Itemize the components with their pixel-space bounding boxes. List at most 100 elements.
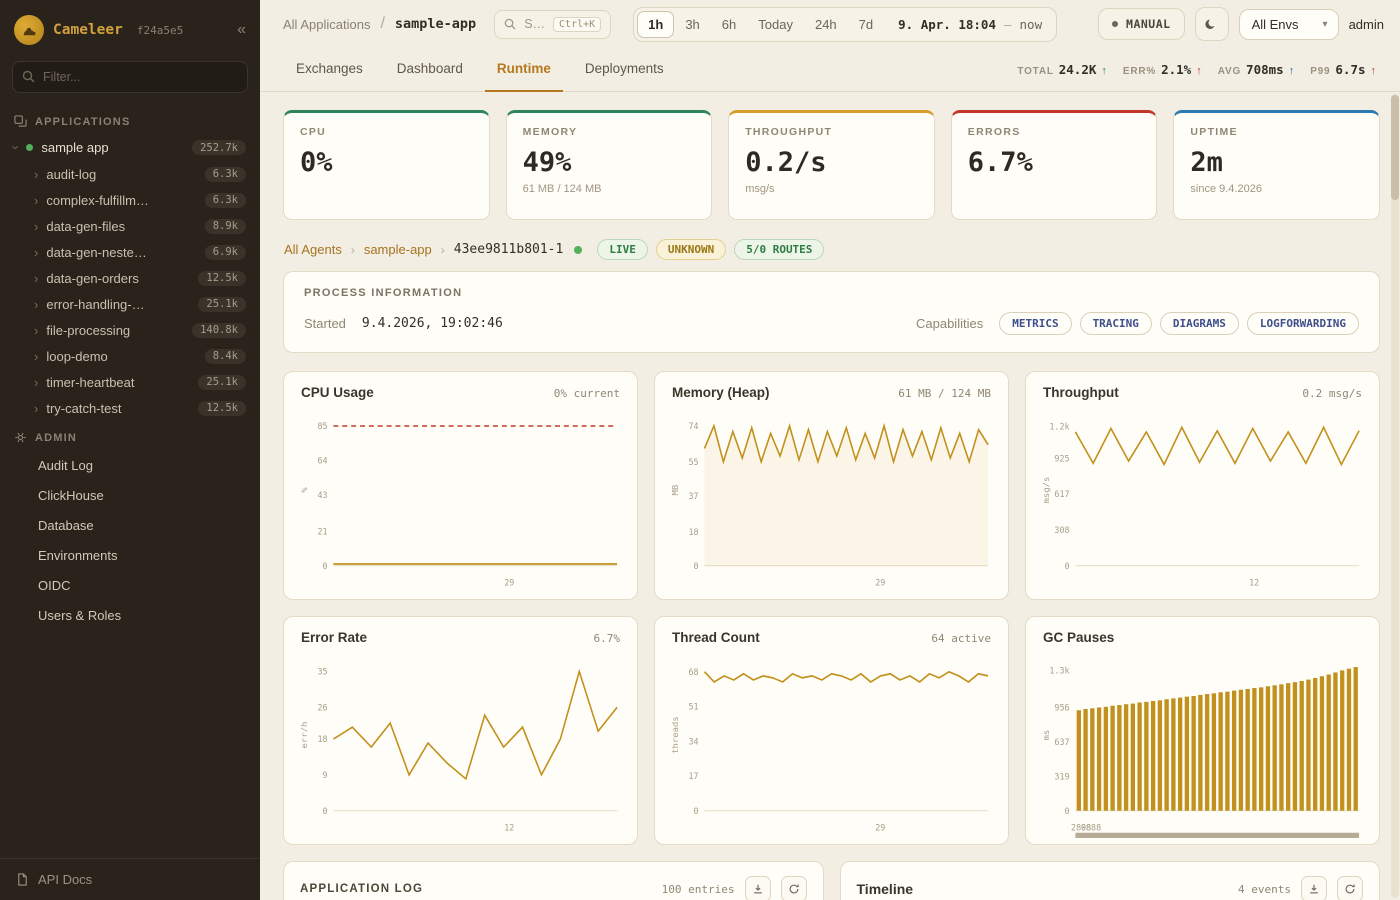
admin-menu: Audit Log ClickHouse Database Environmen… (0, 450, 260, 630)
chart-current-value: 0.2 msg/s (1302, 387, 1362, 400)
chart-grid: CPU Usage 0% current 85 64 43 21 0% 29 Memory… (283, 371, 1380, 845)
download-button[interactable] (744, 876, 771, 900)
admin-menu-item[interactable]: Audit Log (38, 457, 93, 473)
started-value: 9.4.2026, 19:02:46 (361, 316, 503, 331)
time-range-button[interactable]: Today (747, 11, 804, 38)
download-icon (1310, 884, 1318, 894)
svg-text:308: 308 (1054, 526, 1069, 536)
download-button[interactable] (1301, 876, 1327, 900)
capabilities-group: Capabilities METRICS TRACING DIAGRAMS LO… (916, 312, 1359, 335)
svg-text:12: 12 (1249, 578, 1259, 588)
svg-text:34: 34 (688, 737, 698, 747)
sidebar-item-exchange[interactable]: › try-catch-test 12.5k (0, 395, 260, 421)
chart-card: CPU Usage 0% current 85 64 43 21 0% 29 (283, 371, 638, 600)
time-range-button[interactable]: 1h (637, 10, 675, 38)
capability-pill: DIAGRAMS (1159, 312, 1239, 335)
trend-up-icon: ↑ (1196, 65, 1202, 77)
admin-menu-item[interactable]: OIDC (38, 577, 71, 593)
chevron-right-icon: › (34, 296, 39, 312)
chevron-right-icon: › (34, 218, 39, 234)
svg-text:msg/s: msg/s (1042, 477, 1052, 504)
sidebar-item-exchange[interactable]: › error-handling-… 25.1k (0, 291, 260, 317)
svg-text:29: 29 (504, 578, 514, 588)
stat-value: 2.1% (1161, 62, 1192, 77)
tab[interactable]: Exchanges (296, 61, 363, 76)
svg-text:29: 29 (875, 823, 885, 833)
tab[interactable]: Runtime (484, 48, 563, 92)
api-docs-link[interactable]: API Docs (0, 858, 260, 900)
stat-value: 708ms (1246, 62, 1284, 77)
svg-text:68: 68 (688, 668, 698, 678)
agent-id: 43ee9811b801-1 (453, 242, 564, 257)
metric-subtext: msg/s (745, 183, 775, 195)
time-range-button[interactable]: 3h (674, 11, 710, 38)
date-to: now (1019, 16, 1043, 32)
stat-label: ERR% (1122, 66, 1157, 77)
sidebar-item-exchange[interactable]: › timer-heartbeat 25.1k (0, 369, 260, 395)
svg-text:0888: 0888 (1081, 823, 1101, 833)
count-badge: 8.4k (204, 348, 246, 364)
env-select[interactable]: All Envs ▾ (1238, 8, 1339, 40)
time-range-button[interactable]: 24h (804, 11, 848, 38)
svg-text:0: 0 (1065, 562, 1070, 572)
timeline-card: Timeline 4 events (839, 861, 1380, 900)
admin-menu-item[interactable]: ClickHouse (38, 487, 104, 503)
count-badge: 25.1k (198, 374, 246, 390)
manual-refresh-button[interactable]: MANUAL (1098, 8, 1185, 40)
svg-text:319: 319 (1054, 772, 1069, 782)
user-label[interactable]: admin (1348, 16, 1384, 32)
vertical-scrollbar[interactable] (1391, 94, 1399, 898)
chevron-right-icon: › (34, 348, 39, 364)
svg-text:2898: 2898 (1071, 823, 1091, 833)
sidebar-item-exchange[interactable]: › complex-fulfillm… 6.3k (0, 187, 260, 213)
metric-card: CPU 0% (283, 110, 490, 220)
svg-text:51: 51 (688, 702, 698, 712)
admin-menu-item[interactable]: Users & Roles (38, 607, 122, 623)
exchange-label: loop-demo (46, 348, 108, 364)
exchange-label: audit-log (46, 166, 97, 182)
date-range-separator: — (1003, 16, 1012, 32)
time-range-button[interactable]: 7d (848, 11, 884, 38)
admin-menu-item[interactable]: Database (38, 517, 94, 533)
sidebar-item-exchange[interactable]: › data-gen-orders 12.5k (0, 265, 260, 291)
sidebar-collapse-icon[interactable]: « (237, 21, 246, 38)
agent-live-dot (574, 245, 583, 254)
tab[interactable]: Dashboard (396, 61, 463, 76)
metric-value: 0.2/s (745, 147, 827, 178)
sidebar: Cameleer f24a5e5 « APPLICATIONS › sample… (0, 0, 260, 900)
tab[interactable]: Deployments (584, 61, 664, 76)
global-search[interactable]: S… Ctrl+K (494, 9, 612, 39)
sidebar-item-exchange[interactable]: › data-gen-neste… 6.9k (0, 239, 260, 265)
svg-text:18: 18 (317, 735, 327, 745)
metric-label: ERRORS (967, 126, 1021, 138)
filter-input[interactable] (12, 61, 248, 93)
breadcrumb-all-agents[interactable]: All Agents (284, 242, 342, 257)
svg-text:ms: ms (1042, 730, 1052, 741)
sidebar-item-exchange[interactable]: › loop-demo 8.4k (0, 343, 260, 369)
exchange-label: try-catch-test (46, 400, 122, 416)
admin-menu-item[interactable]: Environments (38, 547, 118, 563)
capability-pills: METRICS TRACING DIAGRAMS LOGFORWARDING (999, 312, 1359, 335)
svg-text:17: 17 (688, 772, 698, 782)
bottom-panels: APPLICATION LOG 100 entries Timeline 4 e… (283, 861, 1380, 900)
breadcrumb-all-applications[interactable]: All Applications (283, 16, 371, 32)
metric-label: UPTIME (1190, 126, 1238, 138)
date-range[interactable]: 9. Apr. 18:04 — now (898, 17, 1042, 32)
sidebar-item-exchange[interactable]: › data-gen-files 8.9k (0, 213, 260, 239)
sidebar-item-sample-app[interactable]: › sample app 252.7k (0, 134, 260, 161)
applications-section-header: APPLICATIONS (0, 105, 260, 134)
sidebar-item-exchange[interactable]: › audit-log 6.3k (0, 161, 260, 187)
dark-mode-toggle[interactable] (1194, 7, 1229, 41)
sidebar-item-exchange[interactable]: › file-processing 140.8k (0, 317, 260, 343)
svg-text:1.3k: 1.3k (1049, 666, 1070, 676)
refresh-button[interactable] (780, 876, 807, 900)
scrollbar-thumb[interactable] (1391, 95, 1399, 200)
sidebar-filter (12, 61, 248, 93)
time-range-button[interactable]: 6h (711, 11, 747, 38)
chart-card: GC Pauses 1.3k 956 637 319 0 ms 2898 0888 (1025, 616, 1380, 845)
breadcrumb-agent-app[interactable]: sample-app (363, 242, 432, 257)
refresh-button[interactable] (1337, 876, 1363, 900)
chevron-right-icon: › (440, 242, 445, 257)
chart-card: Thread Count 64 active 68 51 34 17 0 threads 2… (654, 616, 1009, 845)
count-badge: 6.3k (204, 192, 246, 208)
